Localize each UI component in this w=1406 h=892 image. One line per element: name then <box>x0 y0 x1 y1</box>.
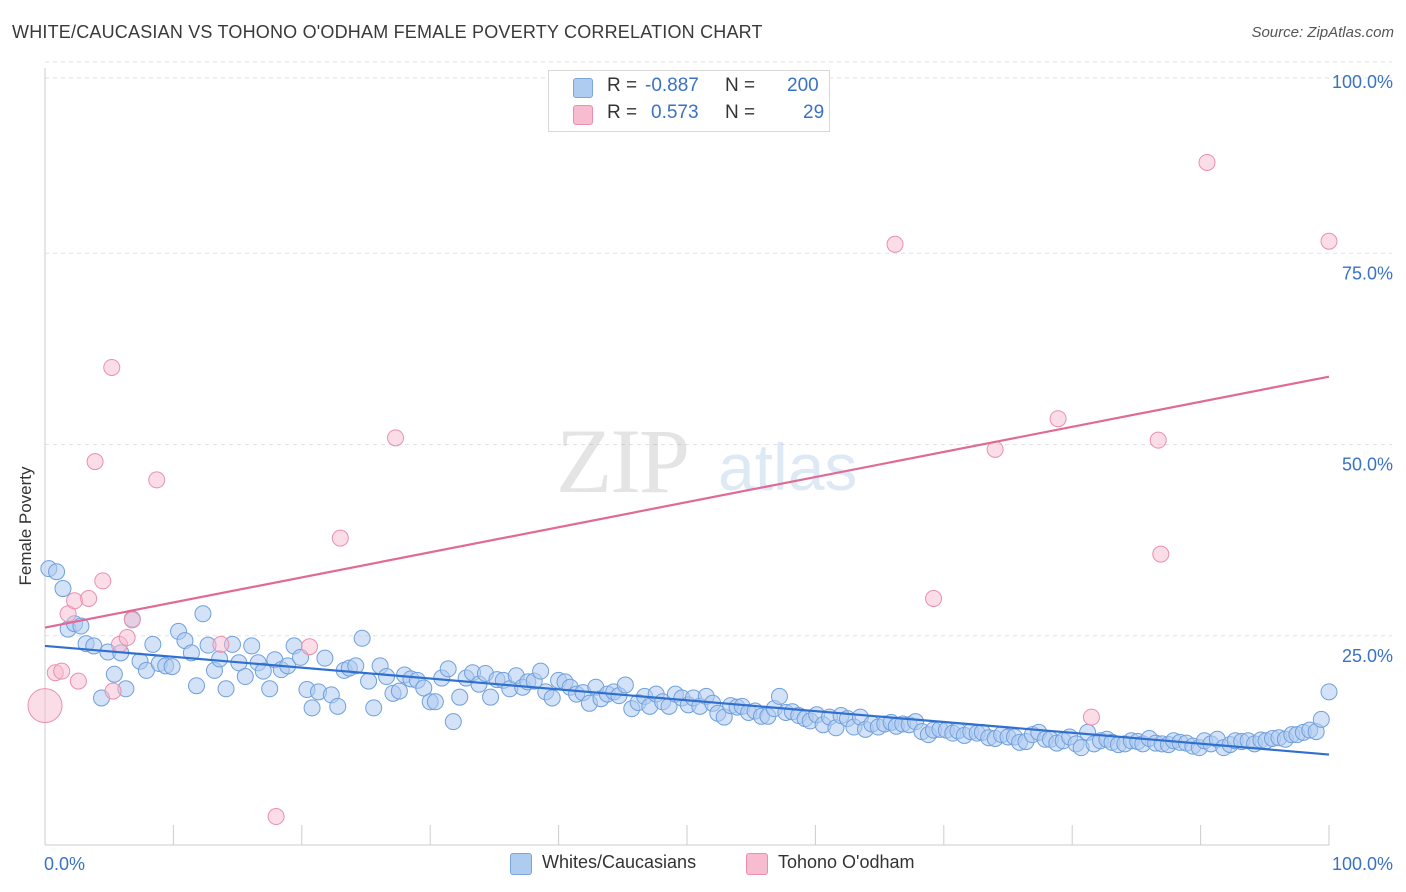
point-tohono <box>66 592 84 610</box>
point-whites <box>616 676 634 694</box>
grid-lines <box>45 61 1392 637</box>
point-tohono <box>1082 708 1100 726</box>
point-whites <box>211 650 229 668</box>
point-whites <box>217 680 235 698</box>
point-tohono <box>103 358 121 376</box>
point-whites <box>390 682 408 700</box>
point-tohono <box>104 682 122 700</box>
point-tohono <box>1149 431 1167 449</box>
source-credit: Source: ZipAtlas.com <box>1251 24 1394 41</box>
point-tohono <box>267 808 285 826</box>
point-tohono <box>27 688 63 724</box>
point-whites <box>426 693 444 711</box>
point-whites <box>329 697 347 715</box>
point-tohono <box>387 429 405 447</box>
point-tohono <box>925 590 943 607</box>
legend-swatch-whites <box>573 78 593 98</box>
point-tohono <box>118 629 136 647</box>
point-whites <box>439 660 457 678</box>
point-whites <box>194 605 212 623</box>
y-tick-label: 75.0% <box>1342 263 1393 283</box>
point-whites <box>532 662 550 680</box>
legend-swatch-tohono <box>746 853 768 875</box>
point-whites <box>347 657 365 675</box>
y-tick-label: 50.0% <box>1342 455 1393 475</box>
point-tohono <box>1198 153 1216 171</box>
point-tohono <box>301 638 319 656</box>
point-whites <box>54 580 72 598</box>
n-value: 200 <box>787 75 819 96</box>
legend-swatch-tohono <box>573 105 593 125</box>
point-whites <box>770 687 788 705</box>
point-tohono <box>1320 232 1338 250</box>
point-whites <box>482 688 500 706</box>
point-whites <box>360 672 378 690</box>
point-whites <box>254 662 272 680</box>
x-tick-label: 0.0% <box>44 854 85 874</box>
tick-labels: 0.0% 100.0% 25.0% 50.0% 75.0% 100.0% <box>44 72 1393 874</box>
watermark-zip: ZIP <box>556 410 688 512</box>
point-tohono <box>886 235 904 253</box>
point-tohono <box>1049 410 1067 428</box>
point-whites <box>543 689 561 707</box>
trend-line-whites <box>44 644 1330 756</box>
point-tohono <box>80 590 98 607</box>
n-label: N = <box>725 75 756 96</box>
y-tick-label: 25.0% <box>1342 646 1393 666</box>
trend-line-tohono <box>44 375 1330 629</box>
point-whites <box>353 629 371 647</box>
point-whites <box>444 713 462 731</box>
point-whites <box>188 677 206 695</box>
point-whites <box>236 668 254 686</box>
watermark: ZIP atlas <box>556 410 857 512</box>
point-whites <box>316 649 334 667</box>
legend-label-tohono: Tohono O'odham <box>778 852 915 872</box>
legend-item-tohono: Tohono O'odham <box>746 852 946 876</box>
legend-swatch-whites <box>510 853 532 875</box>
x-tick-label: 100.0% <box>1332 854 1393 874</box>
n-value: 29 <box>803 102 825 123</box>
r-label: R = <box>607 75 638 96</box>
y-tick-label: 100.0% <box>1332 72 1393 92</box>
point-tohono <box>94 572 112 590</box>
point-whites <box>261 680 279 698</box>
point-tohono <box>1152 545 1170 563</box>
legend-item-whites: Whites/Caucasians <box>510 852 730 876</box>
point-tohono <box>86 453 104 471</box>
r-label: R = <box>607 102 638 123</box>
point-whites <box>243 637 261 655</box>
trend-lines <box>44 375 1330 756</box>
point-whites <box>182 644 200 662</box>
point-tohono <box>212 635 230 653</box>
point-whites <box>365 699 383 717</box>
point-tohono <box>53 662 71 680</box>
point-tohono <box>69 672 87 690</box>
point-whites <box>144 635 162 653</box>
point-whites <box>163 658 181 676</box>
point-whites <box>415 679 433 697</box>
r-value: -0.887 <box>645 75 699 96</box>
point-whites <box>48 563 66 581</box>
legend-label-whites: Whites/Caucasians <box>542 852 697 872</box>
chart-title: WHITE/CAUCASIAN VS TOHONO O'ODHAM FEMALE… <box>12 22 763 42</box>
y-axis-label: Female Poverty <box>16 466 35 586</box>
point-whites <box>105 665 123 683</box>
n-label: N = <box>725 102 756 123</box>
point-tohono <box>123 611 141 629</box>
r-value: 0.573 <box>651 102 699 123</box>
point-tohono <box>331 529 349 547</box>
point-whites <box>451 688 469 706</box>
point-whites <box>378 668 396 686</box>
point-tohono <box>148 471 166 489</box>
point-whites <box>303 699 321 717</box>
legend-stats: R = -0.887 N = 200 R = 0.573 N = 29 <box>548 70 830 132</box>
point-whites <box>1320 683 1338 701</box>
point-whites <box>1312 710 1330 728</box>
